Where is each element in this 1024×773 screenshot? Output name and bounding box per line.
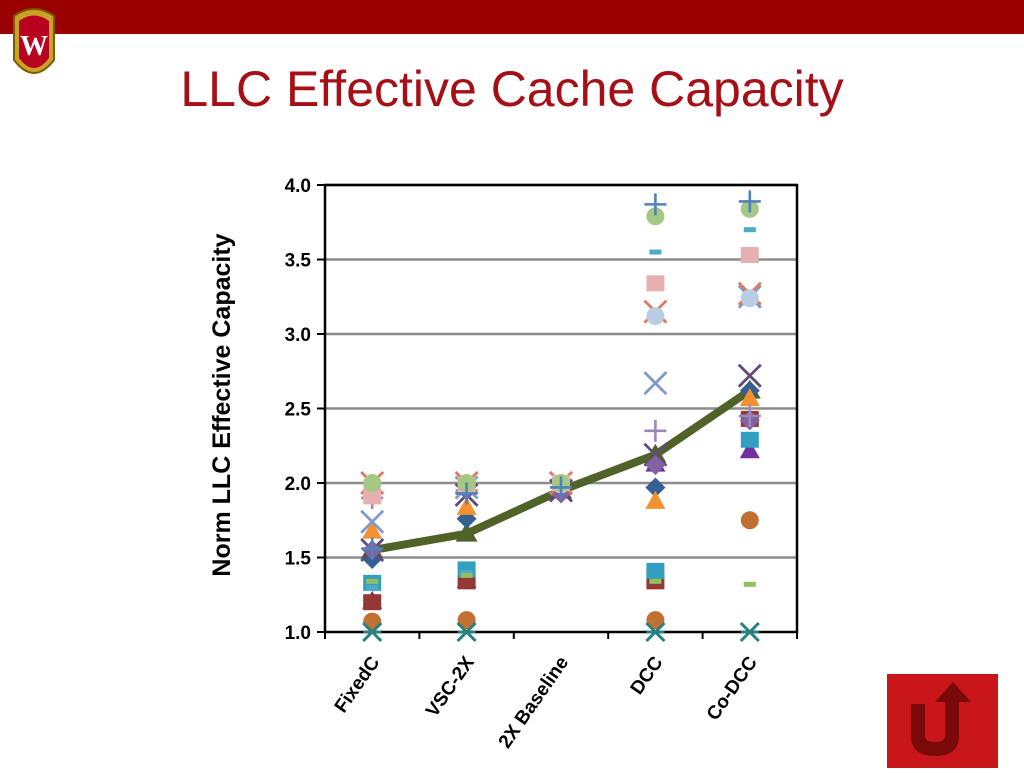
data-point	[363, 612, 382, 631]
data-point	[646, 207, 665, 226]
data-point	[740, 289, 759, 308]
data-point	[366, 584, 379, 590]
x-tick-label: Co-DCC	[703, 653, 762, 725]
y-tick-label: 4.0	[285, 176, 311, 197]
top-banner	[0, 0, 1024, 34]
data-point	[644, 419, 667, 442]
data-point	[363, 488, 382, 505]
return-arrow-icon	[911, 682, 971, 756]
return-button[interactable]	[887, 674, 998, 768]
x-tick-label: VSC-2X	[422, 653, 479, 722]
y-tick-label: 2.0	[285, 474, 311, 495]
data-point	[737, 363, 762, 388]
data-point	[646, 562, 665, 579]
data-point	[644, 193, 667, 216]
data-point	[456, 496, 477, 515]
data-point	[743, 227, 756, 233]
data-point	[455, 482, 478, 505]
data-point	[456, 621, 477, 643]
y-tick-label: 3.5	[285, 251, 312, 272]
trend-line	[368, 386, 754, 555]
x-tick-labels: FixedC VSC-2X 2X Baseline DCC Co-DCC	[331, 653, 762, 753]
data-point	[362, 621, 383, 643]
data-point	[363, 594, 382, 611]
x-tick-label: 2X Baseline	[495, 653, 573, 752]
data-point	[738, 404, 761, 427]
data-point	[460, 569, 473, 575]
data-point	[366, 578, 379, 584]
data-point	[743, 581, 756, 587]
data-point	[460, 572, 473, 578]
data-point	[361, 537, 384, 560]
y-tick-label: 2.5	[285, 400, 312, 421]
y-tick-label: 3.0	[285, 325, 311, 346]
y-axis-label: Norm LLC Effective Capacity	[208, 233, 236, 576]
data-point	[645, 455, 666, 476]
data-point	[740, 247, 759, 264]
y-tick-label: 1.5	[285, 549, 312, 570]
data-point	[643, 442, 668, 467]
y-tick-labels: 1.0 1.5 2.0 2.5 3.0 3.5 4.0	[285, 176, 312, 644]
x-tick-label: DCC	[627, 653, 668, 699]
y-tick-label: 1.0	[285, 623, 311, 644]
data-point	[645, 477, 666, 498]
trend-point	[455, 522, 478, 542]
data-point	[362, 520, 383, 539]
trend-series	[361, 379, 761, 559]
data-point	[646, 611, 665, 630]
data-point	[643, 371, 668, 396]
data-point	[738, 190, 761, 213]
data-point	[649, 578, 662, 584]
scatter-markers	[360, 190, 762, 643]
data-point	[646, 275, 665, 292]
data-point	[363, 474, 382, 492]
plot-frame	[323, 183, 799, 634]
data-point	[645, 621, 666, 643]
svg-text:W: W	[20, 31, 48, 62]
data-point	[739, 621, 760, 643]
data-point	[360, 509, 385, 534]
uw-crest-logo: W	[13, 8, 55, 74]
data-point	[739, 388, 760, 407]
data-point	[740, 431, 759, 448]
data-point	[550, 476, 572, 499]
data-point	[646, 307, 665, 326]
data-point	[739, 440, 760, 459]
axes	[317, 183, 799, 639]
data-point	[740, 511, 759, 530]
x-tick-label: FixedC	[331, 653, 385, 717]
data-point	[645, 490, 666, 509]
data-point	[457, 611, 476, 630]
slide-title: LLC Effective Cache Capacity	[180, 61, 844, 117]
data-point	[649, 249, 662, 255]
